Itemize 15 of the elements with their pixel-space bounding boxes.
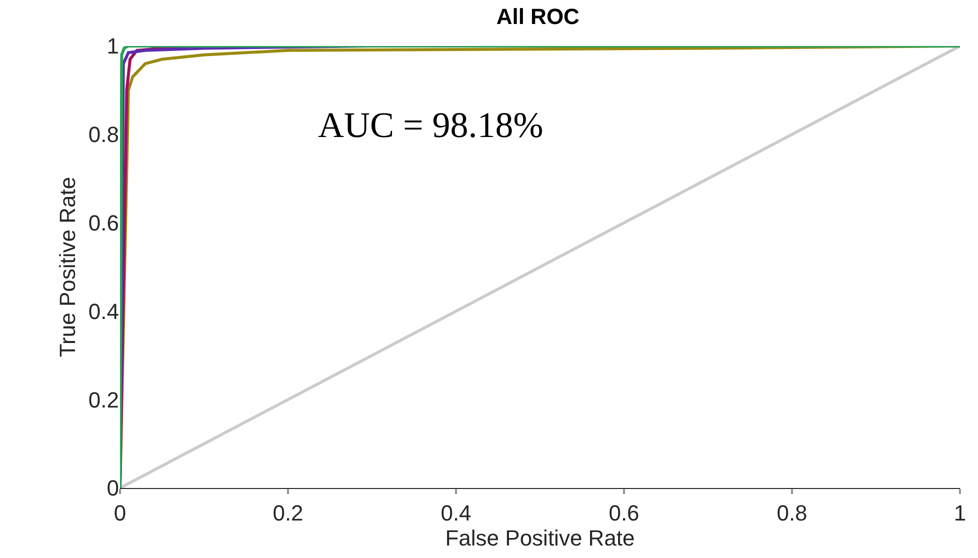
chart-title: All ROC (496, 4, 580, 29)
y-tick-label: 1 (106, 34, 119, 59)
x-tick-label: 1 (954, 500, 966, 526)
x-tick-label: 0.2 (272, 500, 304, 526)
y-tick-label: 0.2 (88, 387, 119, 412)
y-tick-label: 0.6 (88, 210, 119, 236)
y-tick-label: 0.8 (88, 122, 119, 148)
x-axis-title: False Positive Rate (445, 525, 635, 550)
y-tick-label: 0.4 (88, 298, 119, 324)
x-tick-label: 0.4 (440, 500, 472, 526)
y-axis-title: True Positive Rate (55, 176, 80, 358)
x-tick-label: 0.6 (608, 500, 640, 526)
x-tick-label: 0.8 (776, 500, 808, 526)
y-tick-label: 0 (106, 476, 119, 501)
annotation: AUC = 98.18% (318, 105, 544, 145)
